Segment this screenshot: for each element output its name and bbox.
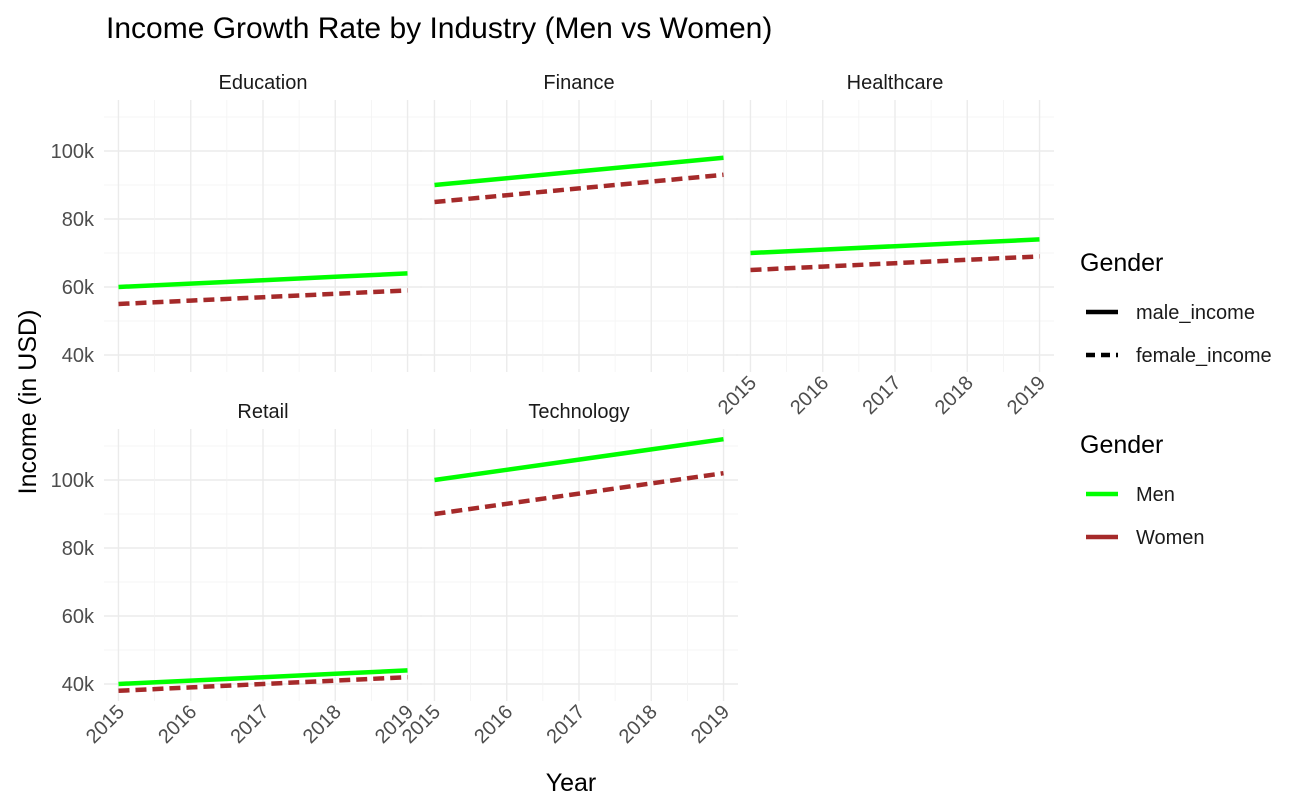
strip-label-education: Education: [219, 72, 308, 94]
series-line-men-finance: [434, 155, 724, 188]
x-tick-label: 2015: [714, 372, 761, 419]
legend-label-women: Women: [1136, 527, 1205, 549]
gridlines: [104, 100, 422, 372]
x-tick-label: 2015: [82, 701, 129, 748]
series-line-women-finance: [434, 172, 724, 205]
gridlines: [736, 100, 1054, 372]
y-tick-label: 40k: [62, 674, 95, 696]
panel-education: Education 40k 60k 80k 100k: [51, 72, 422, 372]
series-line-women-technology: [434, 470, 724, 517]
legends: Gender male_income female_income Gender Men W…: [1080, 249, 1272, 549]
x-tick-label: 2018: [931, 372, 978, 419]
facet-panels: Education 40k 60k 80k 100k Finance Healthcare 2…: [51, 72, 1054, 748]
series-line-men-technology: [434, 436, 724, 483]
panel-finance: Finance: [420, 72, 738, 372]
series-line-women-healthcare: [750, 254, 1040, 273]
series-line-men-healthcare: [750, 237, 1040, 256]
strip-label-technology: Technology: [528, 401, 629, 423]
legend-title: Gender: [1080, 249, 1163, 277]
chart-title: Income Growth Rate by Industry (Men vs W…: [106, 12, 772, 45]
series-line-women-retail: [118, 674, 408, 694]
x-tick-label: 2018: [299, 701, 346, 748]
y-tick-label: 60k: [62, 606, 95, 628]
legend-linetype: Gender male_income female_income: [1080, 249, 1272, 367]
y-tick-label: 100k: [51, 141, 95, 163]
x-tick-label: 2016: [470, 701, 517, 748]
gridlines: [420, 429, 738, 701]
series-line-men-education: [118, 271, 408, 290]
legend-label-men: Men: [1136, 484, 1175, 506]
x-tick-label: 2017: [543, 701, 590, 748]
x-tick-label: 2017: [227, 701, 274, 748]
y-tick-label: 100k: [51, 470, 95, 492]
gridlines: [420, 100, 738, 372]
legend-label-female_income: female_income: [1136, 345, 1272, 367]
legend-label-male_income: male_income: [1136, 302, 1255, 324]
y-axis-title: Income (in USD): [14, 310, 42, 495]
x-axis-title: Year: [546, 769, 597, 797]
y-tick-label: 80k: [62, 209, 95, 231]
series-line-women-education: [118, 288, 408, 307]
strip-label-finance: Finance: [543, 72, 614, 94]
y-tick-label: 40k: [62, 345, 95, 367]
x-tick-label: 2019: [687, 701, 734, 748]
panel-healthcare: Healthcare 2015 2016 2017 2018 2019: [714, 72, 1054, 419]
y-tick-label: 60k: [62, 277, 95, 299]
legend-color: Gender Men Women: [1080, 431, 1205, 549]
x-tick-label: 2017: [859, 372, 906, 419]
x-tick-label: 2018: [615, 701, 662, 748]
strip-label-retail: Retail: [237, 401, 288, 423]
legend-title: Gender: [1080, 431, 1163, 459]
x-tick-label: 2019: [1003, 372, 1050, 419]
x-tick-label: 2016: [154, 701, 201, 748]
y-tick-label: 80k: [62, 538, 95, 560]
gridlines: [104, 429, 422, 701]
x-tick-label: 2016: [786, 372, 833, 419]
series-line-men-retail: [118, 668, 408, 687]
strip-label-healthcare: Healthcare: [847, 72, 944, 94]
